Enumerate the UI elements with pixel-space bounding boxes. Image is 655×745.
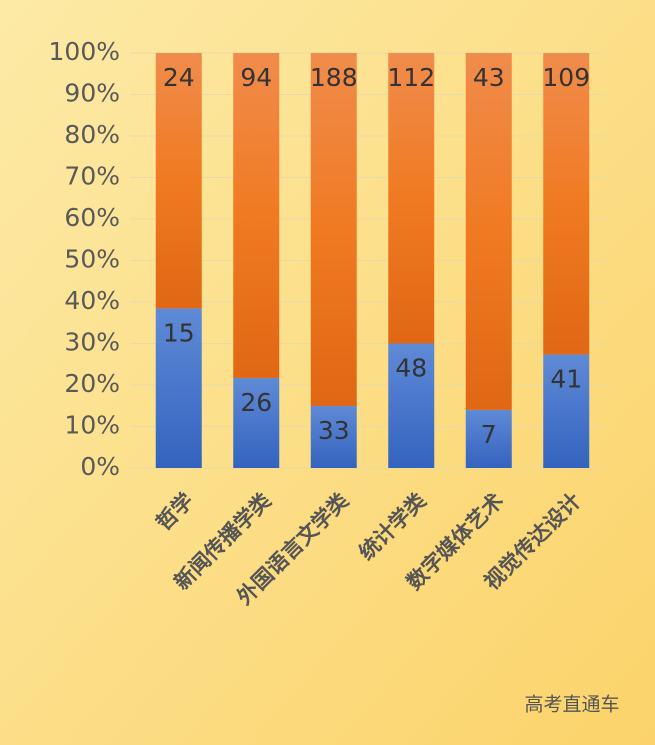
bar-segment (310, 53, 357, 407)
data-label: 26 (240, 388, 272, 417)
data-label: 41 (550, 365, 582, 394)
data-label: 15 (163, 318, 195, 347)
bar-segment (233, 378, 280, 468)
y-tick-label: 70% (64, 162, 120, 191)
watermark: 高考直通车 (524, 694, 619, 716)
y-tick-label: 90% (64, 79, 120, 108)
bar-segment (543, 354, 590, 468)
y-tick-label: 80% (64, 120, 120, 149)
data-label: 24 (163, 63, 195, 92)
y-tick-label: 20% (64, 369, 120, 398)
data-label: 33 (318, 416, 350, 445)
bar-segment (388, 53, 435, 344)
data-label: 188 (310, 63, 358, 92)
bar-segment (543, 53, 590, 355)
data-label: 94 (240, 63, 272, 92)
bar-segment (155, 53, 202, 309)
bar-segment (388, 343, 435, 468)
bar-segment (465, 409, 512, 468)
data-label: 48 (395, 354, 427, 383)
y-tick-label: 60% (64, 203, 120, 232)
data-label: 43 (473, 63, 505, 92)
y-tick-label: 50% (64, 245, 120, 274)
bar-segment (233, 53, 280, 379)
y-tick-label: 100% (49, 37, 120, 66)
data-label: 109 (542, 63, 590, 92)
data-label: 7 (481, 420, 497, 449)
bar-segment (155, 308, 202, 468)
bar-segment (310, 406, 357, 468)
bar-segment (465, 53, 512, 410)
y-tick-label: 30% (64, 328, 120, 357)
y-tick-label: 40% (64, 286, 120, 315)
data-label: 112 (387, 63, 435, 92)
y-tick-label: 10% (64, 411, 120, 440)
y-tick-label: 0% (80, 452, 120, 481)
